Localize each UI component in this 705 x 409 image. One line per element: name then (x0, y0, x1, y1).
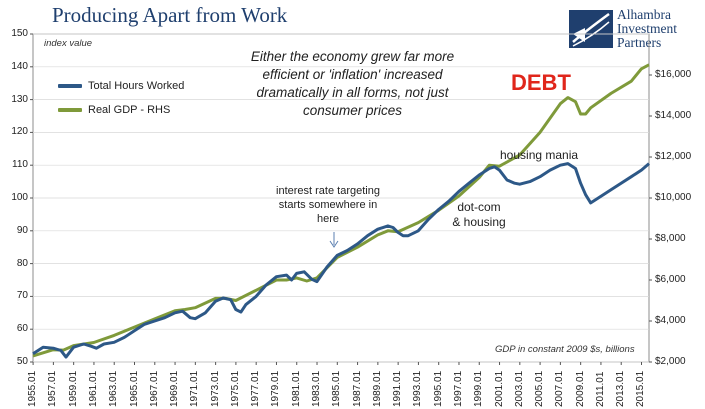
x-tick-label: 2009.01 (574, 370, 586, 407)
x-tick-label: 1991.01 (392, 370, 404, 407)
x-tick-label: 2005.01 (534, 370, 546, 407)
x-tick-label: 1975.01 (229, 370, 241, 407)
x-tick-label: 1955.01 (27, 370, 39, 407)
x-tick-label: 1987.01 (351, 370, 363, 407)
x-tick-label: 1979.01 (270, 370, 282, 407)
x-tick-label: 1993.01 (412, 370, 424, 407)
y-tick-label: 110 (12, 159, 28, 171)
annotation-debt: DEBT (511, 70, 571, 95)
x-tick-label: 1983.01 (311, 370, 323, 407)
x-tick-label: 1977.01 (250, 370, 262, 407)
y-tick-label: 140 (11, 60, 28, 72)
legend-item-gdp: Real GDP - RHS (58, 102, 184, 118)
x-tick-label: 2007.01 (554, 370, 566, 407)
logo-text: Alhambra Investment Partners (617, 8, 677, 50)
y-tick-label: 150 (11, 28, 28, 39)
x-tick-label: 2011.01 (594, 371, 606, 407)
y2-tick-label: $8,000 (655, 233, 686, 244)
x-tick-label: 1989.01 (371, 370, 383, 407)
logo-line-1: Alhambra (617, 7, 671, 22)
x-tick-label: 1973.01 (209, 370, 221, 407)
legend-label-gdp: Real GDP - RHS (88, 104, 171, 116)
y-tick-label: 120 (11, 126, 28, 138)
x-tick-label: 1985.01 (331, 370, 343, 407)
annotation-arrow-head (329, 240, 339, 248)
annotation-dotcom: dot-com & housing (452, 200, 506, 229)
y2-tick-label: $4,000 (655, 315, 686, 326)
annotation-rate-targeting: interest rate targeting starts somewhere… (276, 185, 380, 225)
x-tick-label: 2003.01 (513, 370, 525, 407)
annotation-note: Either the economy grew far more efficie… (250, 49, 455, 118)
y2-tick-label: $2,000 (655, 356, 686, 367)
chart-title: Producing Apart from Work (52, 3, 288, 27)
logo-line-2: Investment (617, 21, 677, 36)
y2-tick-label: $12,000 (655, 151, 692, 162)
left-axis-label: index value (44, 38, 93, 49)
legend-swatch-gdp (58, 108, 82, 112)
y-tick-label: 60 (16, 323, 28, 335)
legend-swatch-hours (58, 84, 82, 88)
x-tick-label: 1959.01 (67, 370, 79, 407)
x-tick-label: 1997.01 (452, 370, 464, 407)
y2-tick-label: $14,000 (655, 110, 692, 121)
x-tick-label: 1963.01 (108, 370, 120, 407)
x-tick-label: 1971.01 (189, 370, 201, 407)
series-line-gdp (32, 63, 650, 358)
y-tick-label: 80 (16, 257, 28, 269)
y-tick-label: 70 (16, 290, 28, 302)
annotation-housing-mania: housing mania (500, 148, 579, 162)
y2-tick-label: $16,000 (655, 69, 692, 80)
y2-tick-label: $10,000 (655, 192, 692, 203)
y2-tick-label: $6,000 (655, 274, 686, 285)
x-tick-label: 1981.01 (290, 370, 302, 407)
right-axis-note: GDP in constant 2009 $s, billions (495, 344, 635, 355)
series-line-hours (32, 162, 650, 359)
x-tick-label: 1961.01 (87, 370, 99, 407)
legend: Total Hours Worked Real GDP - RHS (58, 78, 184, 126)
alhambra-logo-icon (569, 10, 613, 48)
x-tick-label: 1957.01 (47, 370, 59, 407)
x-tick-label: 1967.01 (148, 370, 160, 407)
x-tick-label: 1999.01 (473, 370, 485, 407)
x-tick-label: 1965.01 (128, 370, 140, 407)
x-tick-label: 2015.01 (635, 370, 647, 407)
x-tick-label: 1969.01 (169, 370, 181, 407)
y-tick-label: 130 (11, 93, 28, 105)
legend-item-hours: Total Hours Worked (58, 78, 184, 94)
legend-label-hours: Total Hours Worked (88, 80, 185, 92)
x-tick-label: 1995.01 (432, 370, 444, 407)
x-tick-label: 2001.01 (493, 370, 505, 407)
logo-line-3: Partners (617, 35, 662, 50)
y-tick-label: 50 (16, 356, 28, 367)
x-tick-label: 2013.01 (615, 370, 627, 407)
y-tick-label: 90 (16, 224, 28, 236)
y-tick-label: 100 (11, 192, 28, 203)
